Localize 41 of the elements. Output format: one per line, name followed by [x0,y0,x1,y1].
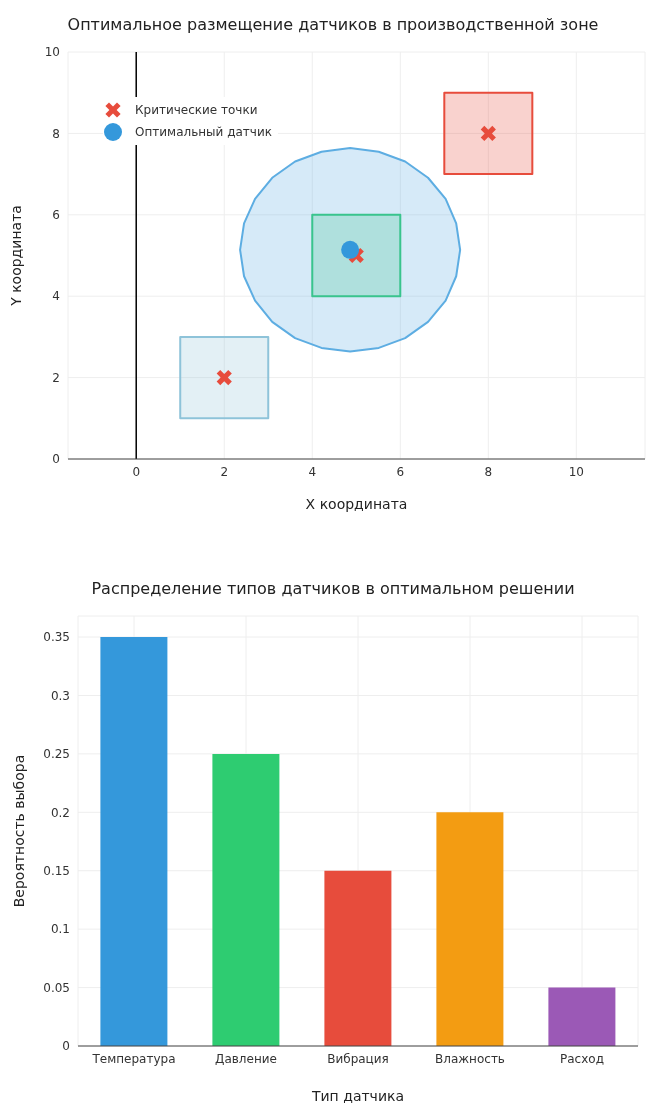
x-tick-label: 10 [568,464,584,479]
x-tick-label: Температура [91,1051,176,1066]
x-tick-label: Расход [560,1051,604,1066]
x-tick-label: Влажность [435,1051,505,1066]
y-tick-label: 0.15 [43,863,70,878]
y-tick-label: 4 [52,289,60,304]
chart-title: Оптимальное размещение датчиков в производственной зоне [66,14,600,36]
y-tick-label: 0.3 [50,688,70,703]
bar [212,753,280,1046]
x-tick-label: Вибрация [327,1051,389,1066]
y-tick-label: 2 [52,370,60,385]
y-tick-label: 0.05 [43,980,70,995]
y-axis-title: Y координата [7,205,24,307]
y-tick-label: 0.25 [43,747,70,762]
y-tick-label: 0 [52,452,60,467]
x-axis-title: Тип датчика [310,1088,405,1104]
x-tick-label: 6 [396,464,405,479]
legend-label: Оптимальный датчик [135,125,272,139]
y-tick-label: 0.1 [50,922,70,937]
x-tick-label: 4 [308,464,317,479]
bar [324,870,392,1046]
y-axis-title: Вероятность выбора [10,754,27,908]
x-tick-label: 2 [220,464,229,479]
bar [100,637,168,1046]
y-tick-label: 8 [52,126,60,141]
point [341,240,360,259]
x-tick-label: Давление [215,1051,277,1066]
bar [548,987,616,1046]
point [216,370,232,386]
y-tick-label: 0 [62,1039,70,1054]
y-tick-label: 6 [52,208,60,223]
chart-title: Распределение типов датчиков в оптимальном решении [90,578,576,600]
x-tick-label: 0 [132,464,141,479]
legend-label: Критические точки [135,103,258,117]
x-axis-title: X координата [305,496,408,512]
y-tick-label: 0.2 [50,805,70,820]
y-tick-label: 0.35 [43,630,70,645]
point [480,125,496,141]
x-tick-label: 8 [484,464,493,479]
y-tick-label: 10 [44,45,60,60]
bar [436,812,504,1046]
